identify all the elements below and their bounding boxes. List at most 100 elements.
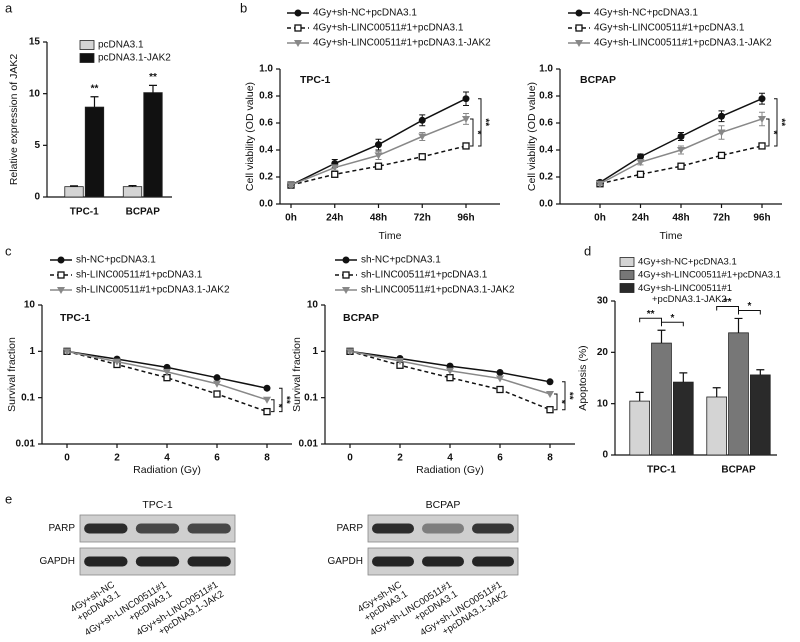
x-tick-label: 0 xyxy=(347,453,353,464)
blot-title: TPC-1 xyxy=(142,499,172,511)
x-tick-label: 24h xyxy=(632,213,649,224)
y-tick-label: 0.1 xyxy=(21,392,35,403)
y-axis-label: Apoptosis (%) xyxy=(577,345,589,410)
error-bar xyxy=(635,391,644,402)
bar xyxy=(629,400,650,456)
marker xyxy=(596,180,604,188)
y-tick-label: 0.1 xyxy=(304,392,318,403)
legend-marker xyxy=(294,40,302,47)
marker xyxy=(418,116,426,124)
bracket xyxy=(766,118,770,147)
blot-row-label: GAPDH xyxy=(39,556,75,567)
marker xyxy=(462,95,470,103)
annotation: ** xyxy=(91,83,99,94)
y-tick-label: 0.4 xyxy=(259,145,273,156)
legend-marker xyxy=(57,256,65,264)
x-tick-label: 2 xyxy=(114,453,120,464)
x-tick-label: 6 xyxy=(497,453,503,464)
marker xyxy=(758,115,766,123)
marker xyxy=(758,142,766,150)
bar xyxy=(706,396,727,456)
marker xyxy=(637,153,644,161)
legend-label: 4Gy+sh-LINC00511#1+pcDNA3.1-JAK2 xyxy=(594,38,772,49)
error-bar xyxy=(657,329,666,344)
marker xyxy=(346,348,354,356)
marker xyxy=(213,374,221,382)
legend-label: 4Gy+sh-NC+pcDNA3.1 xyxy=(313,8,417,19)
y-tick-label: 0.8 xyxy=(539,91,553,102)
blot-band xyxy=(84,556,128,567)
bracket xyxy=(774,98,778,147)
y-tick-label: 10 xyxy=(597,398,609,409)
x-tick-label: 48h xyxy=(370,213,387,224)
annotation: * xyxy=(747,301,751,312)
subtitle: BCPAP xyxy=(580,74,616,86)
blot-band xyxy=(472,556,514,567)
error-bar xyxy=(90,96,99,108)
x-axis-label: Time xyxy=(379,230,402,242)
y-tick-label: 20 xyxy=(597,347,609,358)
y-tick-label: 0 xyxy=(34,192,40,203)
x-tick-label: TPC-1 xyxy=(647,465,676,476)
y-tick-label: 1.0 xyxy=(259,64,273,75)
marker xyxy=(718,112,725,120)
bracket xyxy=(562,381,566,411)
error-bar xyxy=(148,84,157,93)
marker xyxy=(287,182,295,190)
x-tick-label: 8 xyxy=(264,453,270,464)
legend-marker xyxy=(342,271,350,279)
y-tick-label: 0.0 xyxy=(259,199,273,210)
y-tick-label: 10 xyxy=(29,88,41,99)
annotation: ** xyxy=(280,396,291,404)
bracket xyxy=(470,118,474,147)
legend-label: 4Gy+sh-LINC00511#1+pcDNA3.1 xyxy=(313,23,464,34)
y-tick-label: 0.01 xyxy=(16,439,36,450)
blot-band xyxy=(372,556,414,567)
marker xyxy=(63,348,71,356)
y-tick-label: 1 xyxy=(29,346,35,357)
x-tick-label: 72h xyxy=(713,213,730,224)
annotation: * xyxy=(767,130,778,134)
marker xyxy=(677,147,685,154)
marker xyxy=(546,406,554,414)
bracket xyxy=(738,309,761,315)
legend-label: 4Gy+sh-NC+pcDNA3.1 xyxy=(638,257,737,268)
blot-band xyxy=(422,556,464,567)
marker xyxy=(113,358,121,366)
marker xyxy=(636,159,645,167)
marker xyxy=(163,368,171,376)
x-tick-label: 6 xyxy=(214,453,220,464)
y-tick-label: 0.2 xyxy=(259,172,273,183)
x-axis-label: Time xyxy=(660,230,683,242)
x-tick-label: 24h xyxy=(326,213,343,224)
blot-band xyxy=(187,523,231,534)
legend-label: sh-NC+pcDNA3.1 xyxy=(361,255,441,266)
marker xyxy=(418,153,426,161)
marker xyxy=(636,170,645,178)
legend-label: pcDNA3.1-JAK2 xyxy=(98,53,171,64)
x-tick-label: TPC-1 xyxy=(70,207,99,218)
marker xyxy=(496,385,504,394)
legend-label: pcDNA3.1 xyxy=(98,40,144,51)
annotation: * xyxy=(670,313,674,324)
legend-swatch xyxy=(619,257,635,267)
x-tick-label: 96h xyxy=(457,213,474,224)
legend-marker xyxy=(57,271,65,279)
marker xyxy=(446,374,454,382)
bracket xyxy=(661,321,684,327)
blot-band xyxy=(187,556,231,567)
legend-label: sh-LINC00511#1+pcDNA3.1-JAK2 xyxy=(76,285,230,296)
blot-band xyxy=(135,523,180,534)
x-tick-label: 4 xyxy=(164,453,170,464)
y-tick-label: 0.2 xyxy=(539,172,553,183)
annotation: ** xyxy=(724,297,732,308)
annotation: ** xyxy=(775,118,786,126)
legend-label: 4Gy+sh-NC+pcDNA3.1 xyxy=(594,8,698,19)
marker xyxy=(263,407,271,416)
marker xyxy=(717,151,726,160)
marker xyxy=(330,164,339,172)
x-tick-label: 72h xyxy=(414,213,431,224)
blot-band xyxy=(472,523,514,534)
y-tick-label: 30 xyxy=(597,296,609,307)
